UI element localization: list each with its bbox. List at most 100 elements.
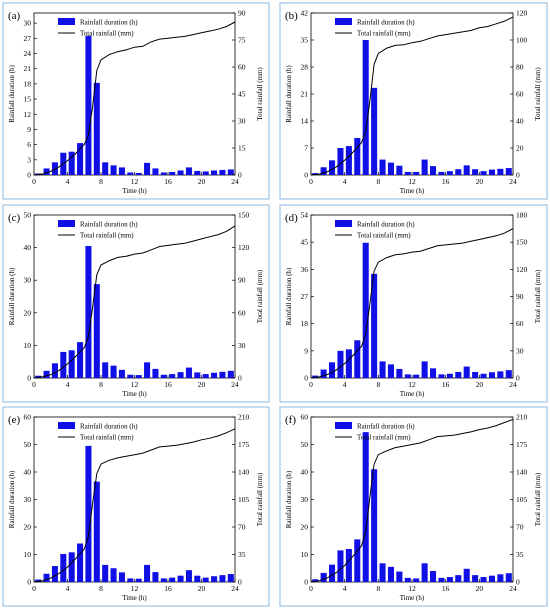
chart-panel-4: (d)0 4 8 12 16 20 2409182736455403060901201501… <box>279 204 548 403</box>
rainfall-duration-bar <box>413 374 420 378</box>
left-y-axis-title: Rainfall duration (h) <box>285 470 293 528</box>
legend-rainfall-duration: Rainfall duration (h) <box>80 221 138 229</box>
legend-total-rainfall: Total rainfall (mm) <box>357 434 411 442</box>
right-y-tick-label: 0 <box>238 578 242 587</box>
rainfall-duration-bar <box>227 370 234 378</box>
legend-bar-swatch <box>58 18 75 25</box>
rainfall-duration-bar <box>160 172 167 175</box>
panel-frame <box>2 2 270 200</box>
total-rainfall-line <box>310 418 514 583</box>
legend-rainfall-duration: Rainfall duration (h) <box>80 423 138 431</box>
rainfall-duration-bar <box>219 575 226 582</box>
rainfall-duration-bar <box>93 481 100 582</box>
left-y-tick-label: 42 <box>301 9 309 18</box>
x-tick-label: 20 <box>476 380 484 389</box>
x-tick-label: 12 <box>408 177 416 186</box>
rainfall-duration-bar <box>455 371 462 378</box>
right-y-tick-label: 180 <box>516 211 528 220</box>
right-y-tick-label: 105 <box>516 495 528 504</box>
x-axis-title: Time (h) <box>400 390 425 398</box>
left-y-tick-label: 3 <box>27 155 31 164</box>
rainfall-duration-bar <box>379 361 386 378</box>
x-tick-label: 20 <box>476 177 484 186</box>
x-tick-label: 4 <box>66 177 70 186</box>
rainfall-duration-bar <box>219 169 226 175</box>
left-y-tick-label: 10 <box>24 550 32 559</box>
right-y-tick-label: 90 <box>238 9 246 18</box>
left-y-tick-label: 0 <box>27 374 31 383</box>
right-y-tick-label: 60 <box>238 308 246 317</box>
left-y-tick-label: 0 <box>27 171 31 180</box>
rainfall-duration-bar <box>379 159 386 175</box>
right-y-tick-label: 90 <box>238 276 246 285</box>
rainfall-duration-bar <box>202 577 209 582</box>
rainfall-duration-bar <box>85 35 92 175</box>
left-y-tick-label: 21 <box>24 64 32 73</box>
legend-total-rainfall: Total rainfall (mm) <box>80 232 134 240</box>
panel-label: (e) <box>8 414 21 426</box>
rainfall-duration-bar <box>194 372 201 378</box>
rainfall-duration-bar <box>35 375 42 378</box>
rainfall-duration-bar <box>472 371 479 378</box>
left-y-axis-title: Rainfall duration (h) <box>285 65 293 123</box>
rainfall-duration-bar <box>211 372 218 378</box>
x-tick-label: 20 <box>198 177 206 186</box>
x-tick-label: 24 <box>231 584 239 593</box>
left-y-tick-label: 10 <box>24 341 32 350</box>
right-y-tick-label: 45 <box>238 90 246 99</box>
x-tick-label: 20 <box>476 584 484 593</box>
rainfall-duration-bar <box>127 374 134 378</box>
x-tick-label: 16 <box>164 584 172 593</box>
x-tick-label: 0 <box>309 584 313 593</box>
right-y-axis-title: Total rainfall (mm) <box>256 269 264 323</box>
legend-total-rainfall: Total rainfall (mm) <box>80 434 134 442</box>
x-tick-label: 8 <box>99 584 103 593</box>
x-tick-label: 0 <box>309 380 313 389</box>
panel-frame <box>2 204 270 403</box>
legend-rainfall-duration: Rainfall duration (h) <box>357 221 415 229</box>
x-tick-label: 20 <box>198 584 206 593</box>
x-tick-label: 8 <box>99 177 103 186</box>
left-y-tick-label: 10 <box>301 550 309 559</box>
left-y-tick-label: 20 <box>24 523 32 532</box>
right-y-tick-label: 150 <box>238 211 250 220</box>
right-y-tick-label: 30 <box>238 341 246 350</box>
x-tick-label: 12 <box>131 177 139 186</box>
x-tick-label: 4 <box>343 380 347 389</box>
panel-label: (a) <box>8 10 21 22</box>
rainfall-duration-bar <box>219 371 226 378</box>
right-y-axis-title: Total rainfall (mm) <box>534 472 542 526</box>
total-rainfall-line <box>33 225 236 379</box>
rainfall-duration-bar <box>177 372 184 378</box>
x-tick-label: 12 <box>408 380 416 389</box>
total-rainfall-line <box>310 16 514 176</box>
rainfall-duration-bar <box>93 284 100 378</box>
x-tick-label: 0 <box>32 380 36 389</box>
rainfall-duration-bar <box>320 572 327 582</box>
rainfall-duration-bar <box>505 168 512 175</box>
panel-frame <box>279 204 548 403</box>
rainfall-duration-bar <box>396 571 403 582</box>
rainfall-duration-bar <box>202 374 209 378</box>
rainfall-duration-bar <box>160 578 167 582</box>
rainfall-duration-bar <box>60 553 67 582</box>
right-y-tick-label: 120 <box>238 243 250 252</box>
x-tick-label: 4 <box>66 380 70 389</box>
rainfall-duration-bar <box>185 570 192 582</box>
right-y-tick-label: 105 <box>238 495 250 504</box>
rainfall-duration-bar <box>421 361 428 378</box>
rainfall-duration-bar <box>488 575 495 582</box>
rainfall-duration-bar <box>160 374 167 378</box>
rainfall-duration-bar <box>110 365 117 378</box>
rainfall-duration-bar <box>152 168 159 175</box>
rainfall-duration-bar <box>110 568 117 582</box>
left-y-tick-label: 28 <box>301 63 309 72</box>
rainfall-duration-bar <box>211 170 218 175</box>
left-y-tick-label: 50 <box>301 440 309 449</box>
rainfall-duration-bar <box>337 550 344 582</box>
x-tick-label: 8 <box>376 380 380 389</box>
panel-label: (f) <box>285 414 296 426</box>
rainfall-duration-bar <box>320 167 327 175</box>
rainfall-duration-bar <box>102 362 109 378</box>
left-y-tick-label: 0 <box>304 578 308 587</box>
